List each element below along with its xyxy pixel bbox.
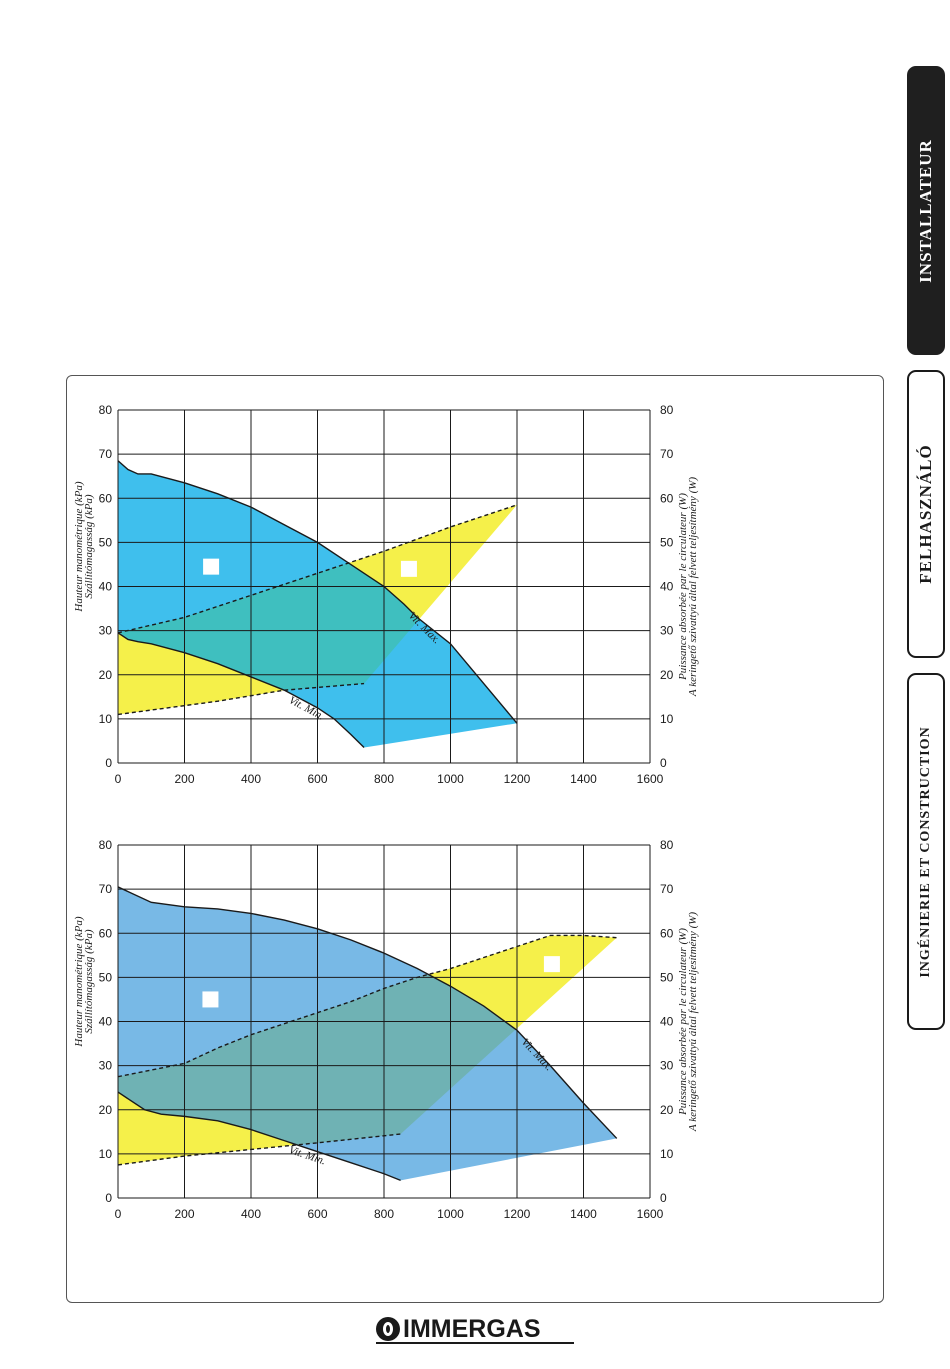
y-tick-label-3: 30 bbox=[99, 1059, 113, 1073]
y-tick-label-2: 20 bbox=[99, 668, 113, 682]
y2-tick-label-8: 80 bbox=[660, 838, 674, 852]
x-tick-label-4: 800 bbox=[374, 772, 394, 786]
y2-tick-label-8: 80 bbox=[660, 403, 674, 417]
head-curve-max bbox=[117, 886, 618, 1139]
marker-power bbox=[543, 956, 560, 973]
y-tick-label-5: 50 bbox=[99, 535, 113, 549]
y2-tick-label-7: 70 bbox=[660, 882, 674, 896]
x-tick-label-2: 400 bbox=[241, 772, 261, 786]
y-tick-label-1: 10 bbox=[99, 1147, 113, 1161]
logo-mark-icon bbox=[376, 1317, 400, 1341]
immergas-logo: IMMERGAS bbox=[376, 1312, 576, 1346]
tab-ingenierie-label: INGÉNIERIE ET CONSTRUCTION bbox=[918, 725, 933, 978]
y2-tick-label-0: 0 bbox=[660, 756, 667, 770]
y2-tick-label-3: 30 bbox=[660, 624, 674, 638]
y-tick-label-2: 20 bbox=[99, 1103, 113, 1117]
x-tick-label-8: 1600 bbox=[637, 1207, 664, 1221]
marker-power bbox=[400, 560, 417, 577]
y2-tick-label-0: 0 bbox=[660, 1191, 667, 1205]
y-axis-label-alt: Szállítómagasság (kPa) bbox=[83, 929, 95, 1034]
y2-tick-label-6: 60 bbox=[660, 926, 674, 940]
y-tick-label-7: 70 bbox=[99, 447, 113, 461]
y-tick-label-8: 80 bbox=[99, 838, 113, 852]
y2-tick-label-3: 30 bbox=[660, 1059, 674, 1073]
y-axis-label-alt: Szállítómagasság (kPa) bbox=[83, 494, 95, 599]
y-tick-label-8: 80 bbox=[99, 403, 113, 417]
y2-tick-label-5: 50 bbox=[660, 970, 674, 984]
x-tick-label-7: 1400 bbox=[570, 1207, 597, 1221]
tab-felhasznalo-label: FELHASZNÁLÓ bbox=[916, 444, 935, 584]
y2-tick-label-1: 10 bbox=[660, 712, 674, 726]
y2-tick-label-4: 40 bbox=[660, 580, 674, 594]
x-tick-label-7: 1400 bbox=[570, 772, 597, 786]
y2-axis-label: A keringető szivattyú által felvett telj… bbox=[687, 477, 699, 697]
marker-head bbox=[203, 558, 220, 575]
x-tick-label-6: 1200 bbox=[504, 1207, 531, 1221]
logo-text: IMMERGAS bbox=[403, 1314, 541, 1343]
tab-felhasznalo[interactable]: FELHASZNÁLÓ bbox=[907, 370, 945, 658]
x-tick-label-5: 1000 bbox=[437, 1207, 464, 1221]
y2-tick-label-2: 20 bbox=[660, 668, 674, 682]
y-tick-label-3: 30 bbox=[99, 624, 113, 638]
y-tick-label-1: 10 bbox=[99, 712, 113, 726]
y2-axis-label-alt: Puissance absorbée par le circulateur (W… bbox=[677, 928, 689, 1116]
y2-tick-label-4: 40 bbox=[660, 1015, 674, 1029]
y2-tick-label-2: 20 bbox=[660, 1103, 674, 1117]
y2-tick-label-5: 50 bbox=[660, 535, 674, 549]
chart-panel bbox=[66, 375, 884, 1303]
y-tick-label-6: 60 bbox=[99, 491, 113, 505]
tab-installateur[interactable]: INSTALLATEUR bbox=[907, 66, 945, 355]
tab-ingenierie[interactable]: INGÉNIERIE ET CONSTRUCTION bbox=[907, 673, 945, 1030]
y-tick-label-4: 40 bbox=[99, 580, 113, 594]
power-curve-min bbox=[117, 1133, 401, 1166]
y-tick-label-0: 0 bbox=[105, 756, 112, 770]
y2-tick-label-7: 70 bbox=[660, 447, 674, 461]
y2-axis-label-alt: Puissance absorbée par le circulateur (W… bbox=[677, 493, 689, 681]
head-curve-min bbox=[117, 1091, 401, 1182]
x-tick-label-1: 200 bbox=[174, 1207, 194, 1221]
logo-underline bbox=[376, 1342, 574, 1344]
power-curve-min bbox=[117, 682, 365, 716]
x-tick-label-1: 200 bbox=[174, 772, 194, 786]
y2-tick-label-6: 60 bbox=[660, 491, 674, 505]
x-tick-label-0: 0 bbox=[115, 1207, 122, 1221]
x-tick-label-4: 800 bbox=[374, 1207, 394, 1221]
x-tick-label-6: 1200 bbox=[504, 772, 531, 786]
x-tick-label-0: 0 bbox=[115, 772, 122, 786]
y-tick-label-5: 50 bbox=[99, 970, 113, 984]
x-tick-label-3: 600 bbox=[307, 772, 327, 786]
marker-head bbox=[202, 991, 219, 1008]
y-tick-label-6: 60 bbox=[99, 926, 113, 940]
y-axis-label: Hauteur manométrique (kPa) bbox=[73, 481, 85, 612]
y-tick-label-7: 70 bbox=[99, 882, 113, 896]
y-axis-label: Hauteur manométrique (kPa) bbox=[73, 916, 85, 1047]
head-curve-max bbox=[117, 460, 518, 724]
x-tick-label-8: 1600 bbox=[637, 772, 664, 786]
y2-axis-label: A keringető szivattyú által felvett telj… bbox=[687, 912, 699, 1132]
head-curve-min bbox=[117, 632, 365, 749]
x-tick-label-5: 1000 bbox=[437, 772, 464, 786]
tab-installateur-label: INSTALLATEUR bbox=[916, 138, 935, 283]
y-tick-label-4: 40 bbox=[99, 1015, 113, 1029]
power-curve-max bbox=[117, 934, 617, 1078]
x-tick-label-2: 400 bbox=[241, 1207, 261, 1221]
x-tick-label-3: 600 bbox=[307, 1207, 327, 1221]
y2-tick-label-1: 10 bbox=[660, 1147, 674, 1161]
y-tick-label-0: 0 bbox=[105, 1191, 112, 1205]
